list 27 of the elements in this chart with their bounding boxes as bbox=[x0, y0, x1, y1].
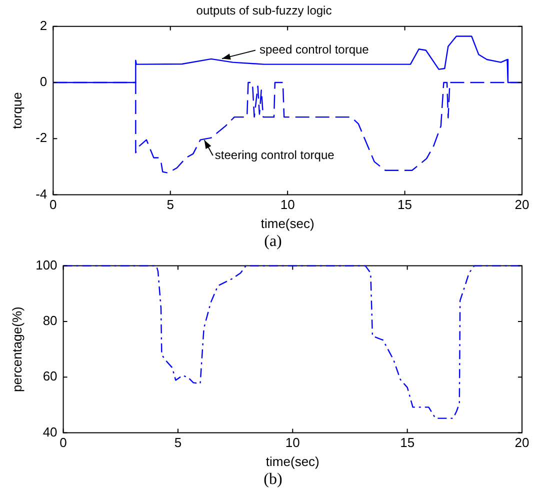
y-tick-label: -4 bbox=[36, 186, 48, 202]
x-tick-label: 5 bbox=[174, 435, 182, 450]
x-axis-title: time(sec) bbox=[260, 216, 314, 231]
line-series bbox=[62, 265, 523, 419]
y-tick-label: -2 bbox=[36, 130, 48, 146]
x-tick-label: 5 bbox=[166, 197, 174, 212]
series-label: steering control torque bbox=[214, 148, 335, 162]
x-tick-label: 10 bbox=[280, 197, 295, 212]
y-tick-label: 80 bbox=[42, 313, 58, 328]
chart-title: outputs of sub-fuzzy logic bbox=[196, 4, 332, 18]
x-tick-label: 10 bbox=[285, 435, 300, 450]
x-tick-label: 0 bbox=[60, 435, 67, 450]
y-tick-label: 2 bbox=[40, 18, 48, 33]
y-axis-title: percentage(%) bbox=[9, 306, 24, 392]
text: (b) bbox=[262, 470, 284, 490]
text: (a) bbox=[263, 232, 283, 252]
series-label: speed control torque bbox=[259, 42, 370, 57]
x-axis-title: time(sec) bbox=[266, 454, 320, 469]
y-tick-label: 100 bbox=[36, 257, 58, 272]
x-tick-label: 20 bbox=[514, 197, 530, 212]
y-tick-label: 0 bbox=[40, 74, 48, 90]
y-tick-label: 60 bbox=[42, 368, 58, 384]
x-tick-label: 15 bbox=[400, 435, 415, 450]
y-tick-label: 40 bbox=[42, 424, 58, 440]
y-axis-title: torque bbox=[9, 92, 24, 130]
x-tick-label: 15 bbox=[398, 197, 412, 212]
x-tick-label: 20 bbox=[514, 435, 530, 450]
